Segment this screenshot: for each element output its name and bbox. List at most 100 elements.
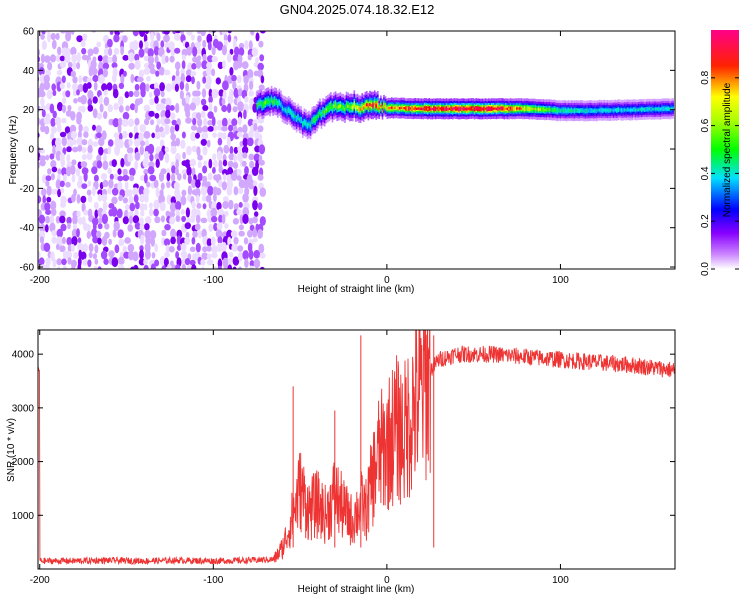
noise-blob bbox=[146, 181, 151, 188]
noise-blob bbox=[207, 119, 213, 126]
signal-cell bbox=[378, 107, 381, 110]
noise-blob bbox=[149, 68, 156, 75]
noise-blob bbox=[252, 200, 258, 211]
signal-cell bbox=[495, 107, 498, 111]
noise-blob bbox=[194, 187, 201, 198]
noise-blob bbox=[186, 31, 193, 36]
noise-blob bbox=[258, 133, 263, 141]
signal-cell bbox=[398, 107, 401, 110]
noise-blob bbox=[76, 35, 83, 43]
noise-blob bbox=[139, 245, 144, 252]
noise-blob bbox=[158, 150, 164, 161]
noise-blob bbox=[158, 103, 166, 110]
noise-blob bbox=[108, 179, 114, 189]
noise-blob bbox=[40, 53, 45, 64]
noise-blob bbox=[80, 94, 87, 105]
noise-blob bbox=[238, 202, 243, 208]
noise-blob bbox=[111, 257, 119, 268]
noise-blob bbox=[76, 62, 81, 70]
colorbar: 0.0 0.2 0.4 0.6 0.8 Normalized spectral ampl… bbox=[700, 30, 739, 276]
noise-blob bbox=[139, 40, 143, 50]
signal-cell bbox=[417, 107, 420, 110]
signal-cell bbox=[634, 108, 637, 112]
signal-cell bbox=[633, 108, 635, 111]
noise-blob bbox=[76, 89, 80, 96]
noise-blob bbox=[80, 251, 87, 261]
noise-blob bbox=[151, 132, 156, 139]
noise-blob bbox=[164, 124, 170, 135]
signal-cell bbox=[670, 107, 673, 110]
noise-blob bbox=[93, 202, 99, 210]
noise-blob bbox=[113, 102, 119, 111]
noise-blob bbox=[134, 53, 140, 62]
noise-blob bbox=[176, 244, 182, 251]
noise-blob bbox=[154, 82, 159, 90]
signal-cell bbox=[645, 108, 648, 111]
spectrogram-frame bbox=[37, 30, 676, 270]
noise-blob bbox=[75, 167, 81, 177]
x-tick-label: -100 bbox=[203, 275, 223, 286]
noise-blob bbox=[50, 132, 55, 141]
noise-blob bbox=[233, 87, 240, 99]
signal-cell bbox=[333, 104, 335, 108]
noise-blob bbox=[221, 242, 227, 253]
noise-blob bbox=[258, 40, 264, 48]
noise-blob bbox=[49, 153, 55, 160]
signal-cell bbox=[291, 112, 293, 116]
noise-blob bbox=[54, 116, 62, 126]
noise-blob bbox=[39, 236, 45, 244]
noise-blob bbox=[47, 61, 53, 71]
noise-blob bbox=[51, 166, 58, 173]
noise-blob bbox=[182, 173, 187, 180]
noise-blob bbox=[166, 181, 171, 189]
noise-blob bbox=[215, 229, 223, 239]
noise-blob bbox=[107, 38, 113, 48]
noise-blob bbox=[229, 48, 234, 55]
noise-blob bbox=[222, 132, 227, 140]
noise-blob bbox=[221, 45, 227, 56]
noise-blob bbox=[160, 90, 165, 98]
noise-blob bbox=[103, 47, 109, 56]
signal-cell bbox=[437, 107, 440, 110]
noise-blob bbox=[259, 216, 266, 226]
noise-blob bbox=[117, 181, 123, 192]
noise-blob bbox=[50, 160, 57, 169]
signal-cell bbox=[534, 108, 537, 111]
noise-blob bbox=[195, 95, 201, 106]
noise-blob bbox=[195, 112, 202, 120]
noise-blob bbox=[39, 159, 46, 167]
noise-blob bbox=[143, 55, 149, 62]
noise-blob bbox=[206, 181, 211, 188]
noise-blob bbox=[208, 158, 213, 169]
noise-blob bbox=[127, 211, 134, 218]
noise-blob bbox=[200, 98, 207, 106]
noise-blob bbox=[163, 69, 171, 76]
noise-blob bbox=[154, 95, 159, 104]
noise-blob bbox=[222, 201, 229, 209]
noise-blob bbox=[201, 252, 209, 261]
noise-blob bbox=[237, 245, 244, 252]
noise-blob bbox=[237, 116, 242, 126]
noise-blob bbox=[228, 153, 235, 161]
noise-blob bbox=[165, 244, 170, 255]
noise-blob bbox=[65, 90, 71, 98]
noise-blob bbox=[113, 132, 120, 139]
signal-cell bbox=[380, 104, 382, 108]
noise-blob bbox=[238, 230, 245, 237]
noise-blob bbox=[208, 88, 213, 98]
signal-cell bbox=[294, 114, 296, 118]
signal-cell bbox=[336, 105, 338, 109]
noise-blob bbox=[144, 173, 148, 184]
noise-blob bbox=[92, 236, 99, 244]
signal-cell bbox=[272, 100, 274, 104]
noise-blob bbox=[154, 131, 161, 140]
signal-cell bbox=[456, 107, 459, 110]
noise-blob bbox=[80, 105, 86, 113]
noise-blob bbox=[107, 187, 112, 195]
x-tick-label: 100 bbox=[552, 575, 569, 586]
noise-blob bbox=[206, 66, 212, 76]
signal-cell bbox=[383, 104, 385, 107]
noise-blob bbox=[160, 98, 167, 105]
signal-cell bbox=[650, 108, 652, 111]
noise-blob bbox=[139, 249, 144, 260]
